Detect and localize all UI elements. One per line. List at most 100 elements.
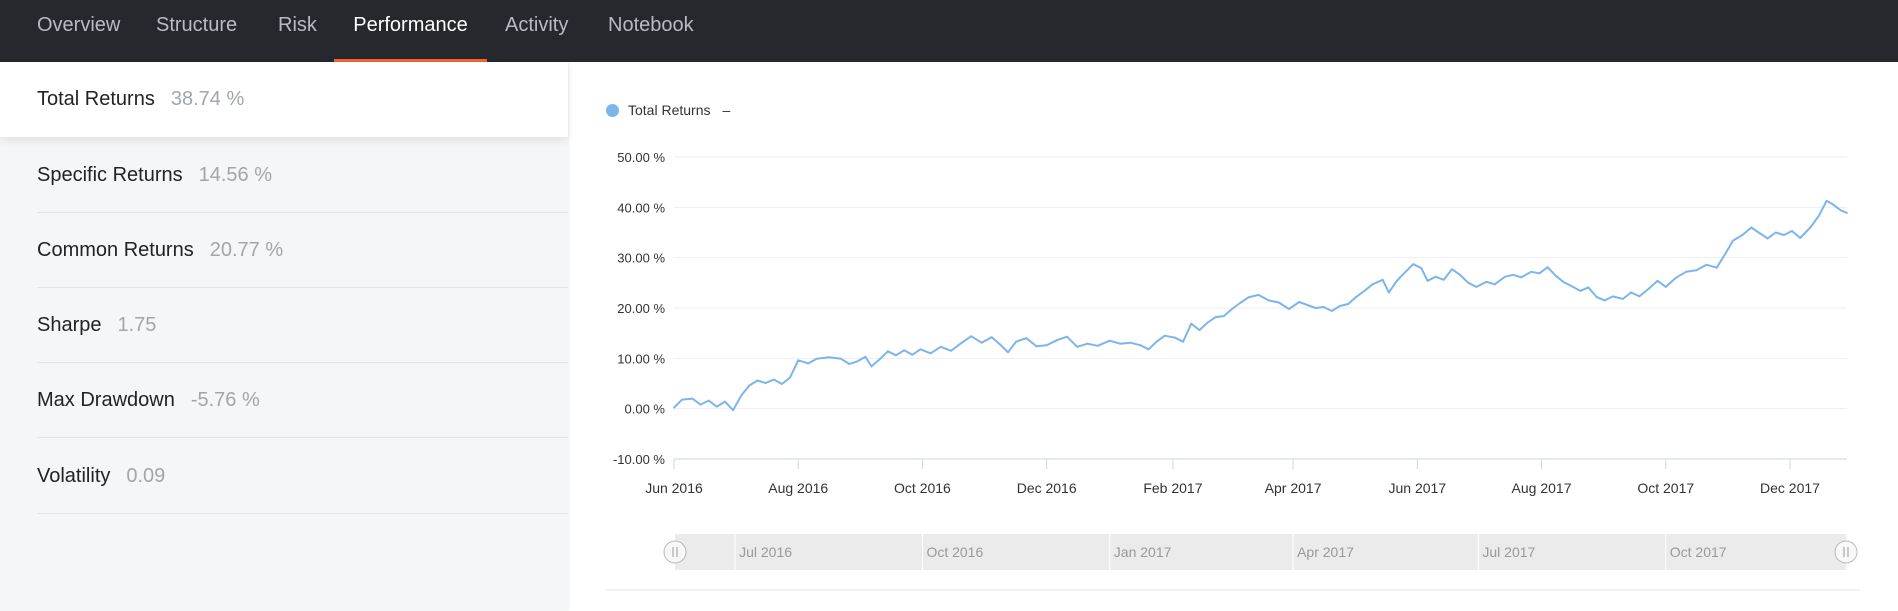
y-tick-label: -10.00 %	[613, 452, 665, 467]
data-point	[1646, 289, 1649, 291]
metric-value: 38.74 %	[170, 88, 245, 110]
data-point	[1076, 345, 1079, 348]
data-point	[1355, 296, 1358, 298]
metric-value: 20.77 %	[209, 239, 284, 261]
metric-common-returns[interactable]: Common Returns 20.77 %	[37, 213, 568, 288]
data-point	[1831, 203, 1834, 206]
data-point	[1247, 296, 1250, 299]
tab-activity[interactable]: Activity	[505, 0, 568, 62]
data-point	[1239, 302, 1241, 304]
data-point	[919, 348, 922, 351]
data-point	[1512, 273, 1514, 276]
metric-sharpe[interactable]: Sharpe 1.75	[37, 288, 568, 363]
top-navigation: Overview Structure Risk Performance Acti…	[0, 0, 1898, 62]
data-point	[939, 345, 942, 348]
data-point	[1025, 337, 1028, 340]
data-point	[1638, 295, 1641, 298]
data-point	[1434, 275, 1437, 278]
y-tick-label: 20.00 %	[617, 301, 665, 316]
y-tick-label: 30.00 %	[617, 251, 665, 266]
data-point	[911, 353, 914, 356]
data-point	[797, 359, 800, 362]
data-point	[980, 341, 983, 344]
data-point	[1056, 339, 1058, 342]
metric-specific-returns[interactable]: Specific Returns 14.56 %	[37, 138, 568, 213]
data-point	[864, 355, 867, 358]
navigator-handle-left[interactable]	[663, 540, 687, 564]
data-point	[1630, 291, 1632, 294]
metric-value: 0.09	[126, 465, 166, 487]
data-point	[1732, 239, 1734, 242]
data-point	[1288, 308, 1290, 310]
data-point	[1451, 268, 1453, 271]
metric-label: Volatility	[37, 465, 111, 487]
x-tick-label: Dec 2016	[1017, 480, 1077, 496]
data-point	[840, 357, 842, 360]
tab-overview[interactable]: Overview	[37, 0, 120, 62]
data-point	[724, 400, 726, 403]
tab-performance[interactable]: Performance	[334, 0, 487, 62]
data-point	[1371, 283, 1374, 286]
data-point	[1442, 278, 1445, 281]
data-point	[895, 354, 897, 357]
tab-overview-label: Overview	[37, 14, 121, 36]
data-point	[1530, 270, 1533, 273]
data-point	[1485, 280, 1488, 283]
data-point	[772, 378, 775, 381]
data-point	[1791, 230, 1793, 232]
data-point	[929, 352, 932, 355]
data-point	[1257, 294, 1260, 296]
x-tick-label: Apr 2017	[1265, 480, 1322, 496]
data-point	[1306, 304, 1309, 306]
data-point	[1825, 199, 1828, 202]
data-point	[1520, 276, 1523, 279]
data-point	[1206, 321, 1209, 324]
x-tick-label: Oct 2016	[894, 480, 951, 496]
metric-total-returns[interactable]: Total Returns 38.74 %	[0, 62, 568, 137]
chart-legend-item[interactable]: Total Returns –	[606, 102, 730, 118]
data-point	[1381, 278, 1384, 281]
tab-structure[interactable]: Structure	[156, 0, 237, 62]
data-point	[1695, 269, 1698, 272]
navigator-label: Jul 2017	[1482, 544, 1535, 560]
data-point	[1611, 295, 1614, 298]
metric-max-drawdown[interactable]: Max Drawdown -5.76 %	[37, 363, 568, 438]
data-point	[1546, 266, 1549, 269]
data-point	[1799, 237, 1802, 239]
metric-volatility[interactable]: Volatility 0.09	[37, 439, 568, 514]
x-tick-label: Dec 2017	[1760, 480, 1820, 496]
tab-notebook-label: Notebook	[608, 14, 694, 36]
data-point	[1222, 315, 1225, 317]
data-point	[1396, 279, 1398, 282]
data-point	[1339, 305, 1341, 307]
data-point	[1664, 286, 1667, 288]
data-point	[1119, 342, 1121, 345]
data-point	[848, 363, 850, 365]
data-point	[1817, 215, 1820, 218]
data-point	[1587, 286, 1590, 289]
data-point	[1214, 316, 1217, 318]
navigator-handle-right[interactable]	[1834, 540, 1858, 564]
data-point	[1015, 340, 1017, 343]
metric-label: Sharpe	[37, 314, 102, 336]
tab-activity-label: Activity	[505, 14, 569, 36]
data-point	[990, 336, 993, 339]
y-tick-label: 10.00 %	[617, 351, 665, 366]
data-point	[1426, 279, 1429, 282]
data-point	[1675, 276, 1677, 279]
navigator-label: Oct 2017	[1670, 544, 1727, 560]
data-point	[1096, 344, 1099, 347]
x-tick-label: Jun 2016	[645, 480, 703, 496]
data-point	[1387, 291, 1390, 294]
legend-marker-icon	[606, 104, 619, 117]
data-point	[681, 398, 683, 401]
data-point	[1579, 290, 1582, 292]
returns-line-chart[interactable]: -10.00 % 0.00 % 10.00 % 20.00 % 30.00 % 40.00…	[568, 62, 1898, 611]
tab-risk[interactable]: Risk	[278, 0, 317, 62]
data-point	[998, 343, 1001, 346]
navigator-label: Jan 2017	[1114, 544, 1172, 560]
tab-notebook[interactable]: Notebook	[608, 0, 694, 62]
data-point	[1404, 271, 1406, 274]
data-point	[691, 397, 694, 400]
y-tick-label: 40.00 %	[617, 200, 665, 215]
